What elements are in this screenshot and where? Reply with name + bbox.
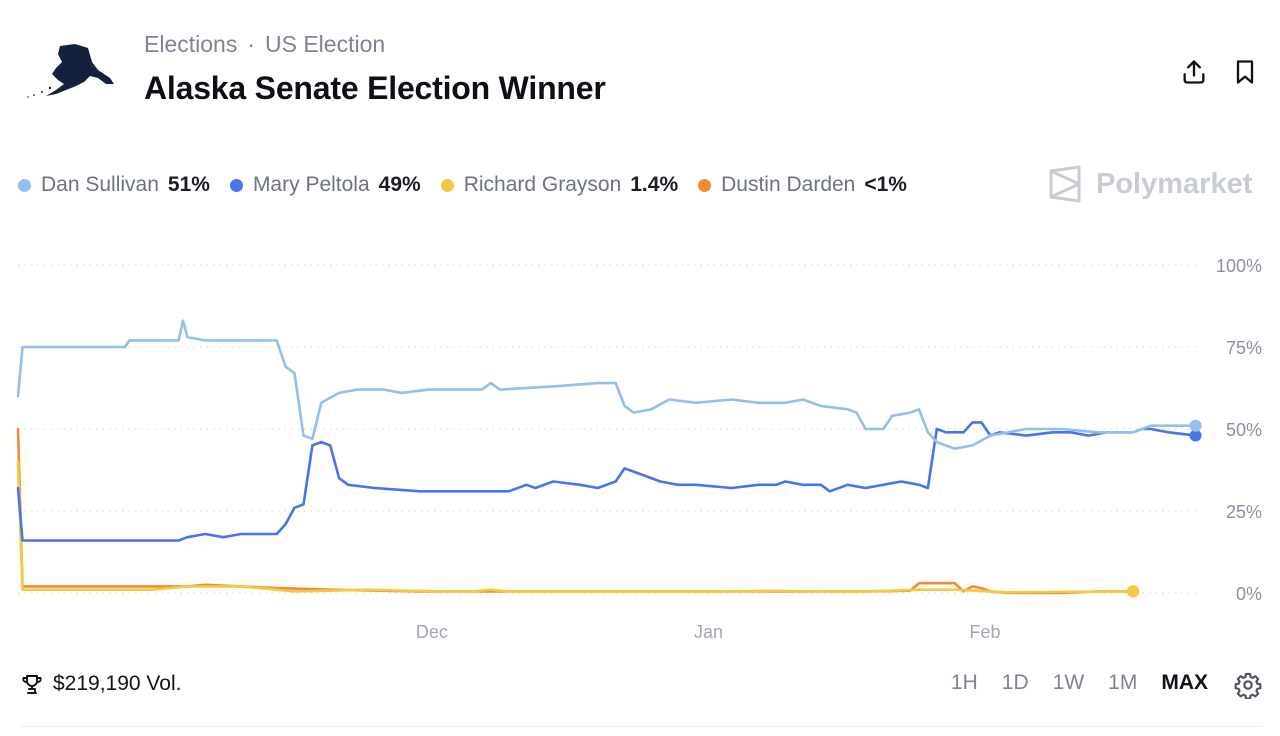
legend-name: Dan Sullivan [41, 173, 159, 196]
legend-item-dustin-darden[interactable]: Dustin Darden <1% [698, 173, 907, 197]
y-tick-label: 25% [1226, 502, 1262, 522]
divider [20, 726, 1262, 727]
x-tick-label: Feb [969, 622, 1000, 642]
series-line-richard-grayson [16, 460, 1135, 594]
y-tick-label: 100% [1216, 256, 1262, 276]
series-line-mary-peltola [16, 421, 1197, 542]
legend-name: Dustin Darden [721, 173, 856, 196]
gear-icon[interactable] [1234, 671, 1262, 699]
range-1w-button[interactable]: 1W [1052, 671, 1085, 694]
breadcrumb-separator: · [247, 31, 255, 57]
series-lines [16, 319, 1197, 595]
share-upload-icon [1183, 60, 1205, 84]
x-tick-label: Jan [694, 622, 723, 642]
market-header: Elections · US Election Alaska Senate El… [0, 0, 1280, 130]
legend-item-dan-sullivan[interactable]: Dan Sullivan 51% [18, 173, 210, 197]
legend-dot [440, 178, 454, 192]
breadcrumb-us-election[interactable]: US Election [265, 31, 386, 57]
range-max-button[interactable]: MAX [1161, 671, 1208, 694]
range-1h-button[interactable]: 1H [950, 671, 978, 694]
price-history-chart[interactable]: 100% 75% 50% 25% 0% Dec Jan Feb [0, 240, 1280, 660]
range-1m-button[interactable]: 1M [1108, 671, 1138, 694]
y-tick-label: 50% [1226, 420, 1262, 440]
bookmark-icon [1236, 60, 1254, 84]
legend-name: Richard Grayson [463, 173, 622, 196]
chart-legend: Dan Sullivan 51% Mary Peltola 49% Richar… [18, 170, 927, 200]
legend-dot [229, 178, 243, 192]
volume-info: $219,190 Vol. [20, 672, 181, 696]
legend-value: 51% [167, 173, 210, 196]
breadcrumb: Elections · US Election [144, 31, 385, 58]
legend-dot [698, 178, 712, 192]
legend-value: 1.4% [630, 173, 679, 196]
polymarket-logo-icon [1049, 165, 1081, 203]
breadcrumb-elections[interactable]: Elections [144, 31, 238, 57]
legend-item-richard-grayson[interactable]: Richard Grayson 1.4% [440, 173, 679, 197]
alaska-map-icon [27, 44, 114, 98]
legend-value: <1% [864, 173, 907, 196]
page-title: Alaska Senate Election Winner [144, 70, 606, 106]
share-button[interactable] [1176, 54, 1212, 90]
legend-name: Mary Peltola [252, 173, 370, 196]
series-endpoints [1127, 419, 1202, 598]
axis-labels: 100% 75% 50% 25% 0% Dec Jan Feb [416, 256, 1262, 642]
legend-item-mary-peltola[interactable]: Mary Peltola 49% [229, 173, 421, 197]
series-line-dan-sullivan [16, 319, 1197, 450]
x-tick-label: Dec [416, 622, 448, 642]
y-tick-label: 0% [1236, 584, 1262, 604]
trophy-icon [22, 675, 42, 694]
brand-name: Polymarket [1096, 167, 1253, 200]
y-tick-label: 75% [1226, 338, 1262, 358]
series-endpoint-dot [1127, 585, 1140, 598]
volume-text: $219,190 Vol. [53, 672, 182, 695]
series-line-dustin-darden [16, 427, 1135, 595]
polymarket-brand: Polymarket [1048, 165, 1252, 203]
range-1d-button[interactable]: 1D [1001, 671, 1029, 694]
legend-dot [18, 178, 31, 192]
time-range-selector: 1H 1D 1W 1M MAX [927, 671, 1208, 695]
bookmark-button[interactable] [1227, 54, 1263, 90]
legend-value: 49% [378, 173, 421, 196]
series-endpoint-dot [1189, 429, 1202, 442]
series-endpoint-dot [1189, 419, 1202, 432]
